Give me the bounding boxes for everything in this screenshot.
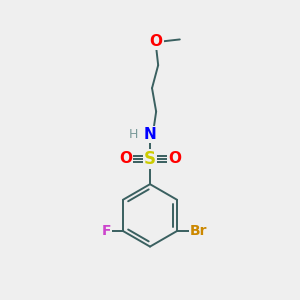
Text: N: N (144, 127, 156, 142)
Text: O: O (150, 34, 163, 49)
Text: O: O (119, 152, 132, 166)
Text: Br: Br (190, 224, 207, 238)
Text: H: H (129, 128, 138, 141)
Text: S: S (144, 150, 156, 168)
Text: O: O (168, 152, 181, 166)
Text: F: F (101, 224, 111, 238)
